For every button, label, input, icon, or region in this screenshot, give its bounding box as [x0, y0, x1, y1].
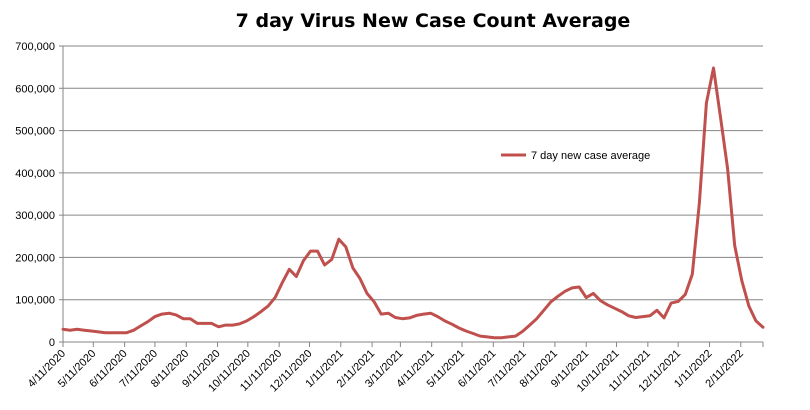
- series-group: [61, 66, 765, 340]
- gridlines: [63, 45, 763, 301]
- x-axis: 4/11/20205/11/20206/11/20207/11/20208/11…: [26, 341, 764, 394]
- y-tick-label: 100,000: [15, 295, 55, 307]
- y-tick-label: 200,000: [15, 252, 55, 264]
- legend: 7 day new case average: [501, 150, 650, 162]
- chart-title: 7 day Virus New Case Count Average: [236, 10, 631, 32]
- y-tick-label: 700,000: [15, 41, 55, 53]
- legend-label: 7 day new case average: [531, 150, 650, 162]
- y-tick-label: 400,000: [15, 168, 55, 180]
- y-tick-label: 500,000: [15, 126, 55, 138]
- y-tick-label: 300,000: [15, 210, 55, 222]
- y-axis: 0 100,000 200,000 300,000 400,000 500,000 600,…: [15, 41, 64, 349]
- series-line: [61, 66, 765, 340]
- y-tick-label: 600,000: [15, 83, 55, 95]
- y-tick-label: 0: [49, 337, 55, 349]
